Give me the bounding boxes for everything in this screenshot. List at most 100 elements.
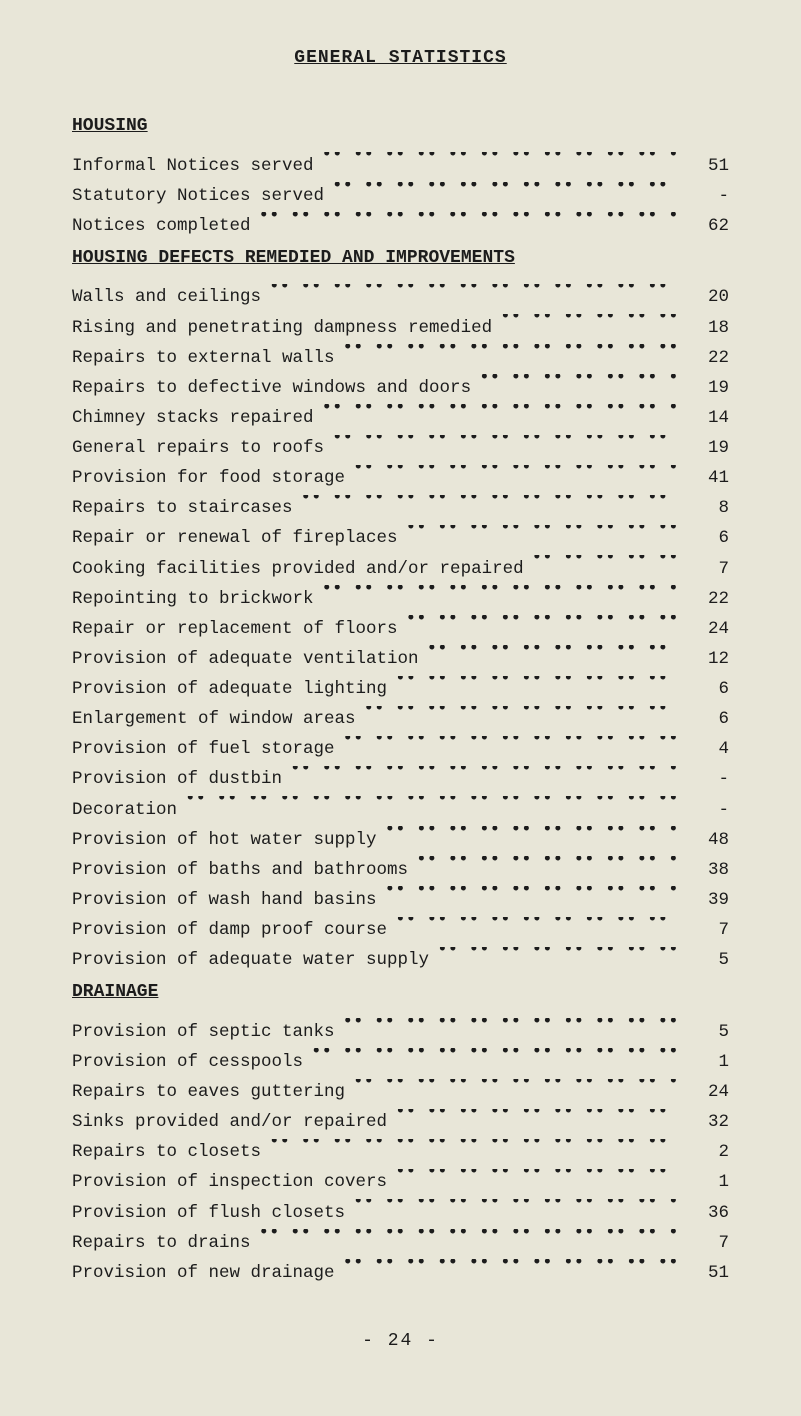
row-value: 7: [685, 1230, 729, 1257]
row-label: Provision of inspection covers: [72, 1169, 387, 1196]
dot-leaders: [437, 947, 677, 965]
table-row: Repairs to staircases 8: [72, 495, 729, 523]
section-heading-defects: HOUSING DEFECTS REMEDIED AND IMPROVEMENT…: [72, 248, 729, 268]
dot-leaders: [395, 1109, 677, 1127]
row-label: Repairs to drains: [72, 1230, 251, 1257]
row-value: 14: [685, 405, 729, 432]
table-row: Repointing to brickwork22: [72, 585, 729, 613]
dot-leaders: [385, 886, 677, 904]
row-label: Provision of hot water supply: [72, 827, 377, 854]
row-value: -: [685, 797, 729, 824]
dot-leaders: [322, 152, 677, 170]
dot-leaders: [416, 856, 677, 874]
table-row: Provision of inspection covers 1: [72, 1169, 729, 1197]
table-row: Informal Notices served51: [72, 152, 729, 180]
row-value: 62: [685, 213, 729, 240]
dot-leaders: [479, 374, 677, 392]
dot-leaders: [406, 615, 677, 633]
dot-leaders: [427, 645, 677, 663]
row-value: 8: [685, 495, 729, 522]
row-label: Repairs to external walls: [72, 345, 335, 372]
row-label: Sinks provided and/or repaired: [72, 1109, 387, 1136]
row-label: Notices completed: [72, 213, 251, 240]
row-label: Provision of dustbin: [72, 766, 282, 793]
row-label: Provision of baths and bathrooms: [72, 857, 408, 884]
dot-leaders: [343, 1018, 677, 1036]
dot-leaders: [353, 1079, 677, 1097]
row-value: 4: [685, 736, 729, 763]
table-row: Provision of wash hand basins39: [72, 886, 729, 914]
row-value: 6: [685, 706, 729, 733]
dot-leaders: [259, 212, 677, 230]
table-row: Provision of adequate ventilation12: [72, 645, 729, 673]
table-row: Provision of hot water supply48: [72, 826, 729, 854]
row-value: 12: [685, 646, 729, 673]
row-value: 41: [685, 465, 729, 492]
row-label: Provision of adequate water supply: [72, 947, 429, 974]
table-row: Enlargement of window areas 6: [72, 706, 729, 734]
row-value: 1: [685, 1169, 729, 1196]
dot-leaders: [395, 917, 677, 935]
row-label: Chimney stacks repaired: [72, 405, 314, 432]
dot-leaders: [269, 284, 677, 302]
row-value: 38: [685, 857, 729, 884]
table-row: Repair or replacement of floors24: [72, 615, 729, 643]
table-row: Notices completed 62: [72, 212, 729, 240]
row-value: 1: [685, 1049, 729, 1076]
dot-leaders: [500, 314, 677, 332]
row-label: Provision of flush closets: [72, 1200, 345, 1227]
table-row: Repairs to eaves guttering 24: [72, 1079, 729, 1107]
row-value: 18: [685, 315, 729, 342]
dot-leaders: [395, 676, 677, 694]
dot-leaders: [332, 182, 677, 200]
row-value: 19: [685, 375, 729, 402]
dot-leaders: [353, 1199, 677, 1217]
row-label: Walls and ceilings: [72, 284, 261, 311]
row-label: Repairs to staircases: [72, 495, 293, 522]
row-label: Enlargement of window areas: [72, 706, 356, 733]
row-label: Cooking facilities provided and/or repai…: [72, 556, 524, 583]
row-label: Provision of damp proof course: [72, 917, 387, 944]
table-row: Statutory Notices served-: [72, 182, 729, 210]
row-value: 39: [685, 887, 729, 914]
section-heading-drainage: DRAINAGE: [72, 982, 729, 1002]
dot-leaders: [322, 585, 677, 603]
row-label: Decoration: [72, 797, 177, 824]
table-row: Repair or renewal of fireplaces 6: [72, 525, 729, 553]
table-row: Provision of cesspools1: [72, 1048, 729, 1076]
table-row: General repairs to roofs19: [72, 435, 729, 463]
table-row: Walls and ceilings 20: [72, 284, 729, 312]
dot-leaders: [259, 1229, 677, 1247]
row-label: Repairs to eaves guttering: [72, 1079, 345, 1106]
table-row: Provision of flush closets36: [72, 1199, 729, 1227]
row-label: Provision of adequate lighting: [72, 676, 387, 703]
table-row: Repairs to defective windows and doors19: [72, 374, 729, 402]
table-row: Provision of adequate water supply5: [72, 947, 729, 975]
table-row: Cooking facilities provided and/or repai…: [72, 555, 729, 583]
row-label: Repair or renewal of fireplaces: [72, 525, 398, 552]
row-value: 7: [685, 556, 729, 583]
table-row: Sinks provided and/or repaired32: [72, 1109, 729, 1137]
row-label: Rising and penetrating dampness remedied: [72, 315, 492, 342]
dot-leaders: [332, 435, 677, 453]
dot-leaders: [353, 465, 677, 483]
table-row: Provision of new drainage51: [72, 1259, 729, 1287]
section-heading-housing: HOUSING: [72, 116, 729, 136]
table-row: Provision of adequate lighting6: [72, 676, 729, 704]
row-value: 20: [685, 284, 729, 311]
row-value: 24: [685, 1079, 729, 1106]
row-label: Provision of new drainage: [72, 1260, 335, 1287]
dot-leaders: [311, 1048, 677, 1066]
row-value: 6: [685, 525, 729, 552]
dot-leaders: [343, 736, 677, 754]
row-value: 24: [685, 616, 729, 643]
row-label: General repairs to roofs: [72, 435, 324, 462]
row-value: 5: [685, 1019, 729, 1046]
dot-leaders: [322, 404, 677, 422]
table-row: Decoration -: [72, 796, 729, 824]
table-row: Provision of septic tanks5: [72, 1018, 729, 1046]
table-row: Provision of baths and bathrooms 38: [72, 856, 729, 884]
dot-leaders: [185, 796, 677, 814]
dot-leaders: [385, 826, 677, 844]
row-label: Provision of fuel storage: [72, 736, 335, 763]
